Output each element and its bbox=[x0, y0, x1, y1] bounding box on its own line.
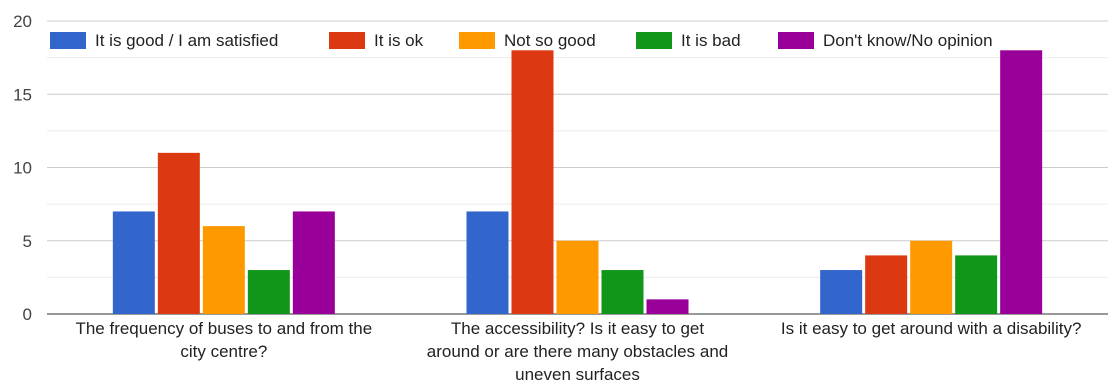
legend-label: Don't know/No opinion bbox=[823, 31, 993, 50]
x-tick-label: The frequency of buses to and from the bbox=[75, 319, 372, 338]
y-tick-label: 0 bbox=[23, 305, 32, 324]
bar bbox=[601, 270, 644, 314]
x-tick-label: city centre? bbox=[180, 342, 267, 361]
bars bbox=[112, 50, 1043, 315]
x-tick-label: The accessibility? Is it easy to get bbox=[451, 319, 705, 338]
y-tick-label: 15 bbox=[13, 85, 32, 104]
y-tick-label: 20 bbox=[13, 12, 32, 31]
bar bbox=[466, 211, 509, 314]
bar bbox=[955, 255, 998, 314]
bar bbox=[247, 270, 290, 314]
bar bbox=[820, 270, 863, 314]
legend: It is good / I am satisfied It is ok Not s… bbox=[50, 31, 993, 50]
x-axis-labels: The frequency of buses to and from the ci… bbox=[75, 319, 1081, 384]
legend-swatch bbox=[636, 32, 672, 49]
legend-swatch bbox=[329, 32, 365, 49]
bar bbox=[112, 211, 155, 314]
x-tick-label: uneven surfaces bbox=[515, 365, 640, 384]
legend-label: It is good / I am satisfied bbox=[95, 31, 278, 50]
bar bbox=[1000, 50, 1043, 315]
bar bbox=[157, 152, 200, 314]
y-axis-ticks: 0 5 10 15 20 bbox=[13, 12, 32, 324]
legend-swatch bbox=[459, 32, 495, 49]
bar bbox=[511, 50, 554, 315]
legend-swatch bbox=[50, 32, 86, 49]
y-tick-label: 10 bbox=[13, 159, 32, 178]
legend-label: It is ok bbox=[374, 31, 424, 50]
legend-swatch bbox=[778, 32, 814, 49]
bar bbox=[202, 226, 245, 314]
bar bbox=[292, 211, 335, 314]
x-tick-label: around or are there many obstacles and bbox=[427, 342, 728, 361]
legend-label: It is bad bbox=[681, 31, 741, 50]
legend-label: Not so good bbox=[504, 31, 596, 50]
bar bbox=[646, 299, 689, 314]
bar bbox=[865, 255, 908, 314]
bar bbox=[556, 240, 599, 314]
y-tick-label: 5 bbox=[23, 232, 32, 251]
x-tick-label: Is it easy to get around with a disabili… bbox=[781, 319, 1082, 338]
bar bbox=[910, 240, 953, 314]
